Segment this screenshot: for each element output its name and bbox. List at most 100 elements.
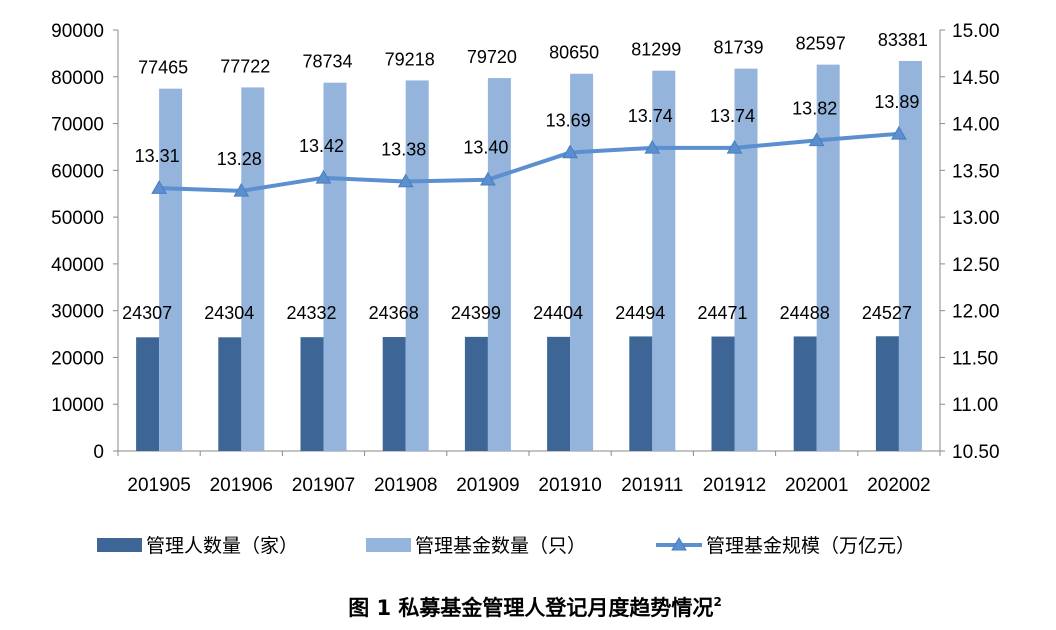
bar-managers	[875, 336, 899, 451]
bar-funds-label: 80650	[549, 43, 599, 63]
bar-managers	[711, 336, 735, 451]
scale-marker	[151, 180, 167, 194]
legend-swatch-scale-marker	[671, 537, 687, 551]
scale-marker	[891, 125, 907, 140]
bar-funds-label: 81739	[713, 38, 763, 58]
right-tick-label: 13.50	[952, 161, 1000, 182]
legend-label-scale: 管理基金规模（万亿元）	[706, 535, 915, 557]
scale-marker	[315, 169, 332, 184]
x-tick-label: 201905	[127, 475, 190, 496]
bar-managers	[464, 336, 488, 451]
left-tick-label: 80000	[51, 68, 104, 89]
x-tick-label: 201911	[621, 475, 683, 496]
bar-managers	[547, 336, 571, 451]
right-tick-label: 14.00	[952, 115, 1000, 136]
legend-swatch-funds	[366, 538, 411, 552]
scale-line	[159, 131, 900, 193]
bar-funds-label: 83381	[878, 30, 928, 50]
scale-marker	[562, 144, 578, 159]
bar-managers	[218, 337, 242, 451]
left-tick-label: 50000	[51, 208, 104, 229]
bar-managers-label: 24368	[369, 303, 419, 323]
left-tick-label: 40000	[51, 255, 104, 276]
legend-label-managers: 管理人数量（家）	[146, 535, 298, 557]
x-tick-label: 202001	[785, 475, 848, 496]
bar-managers	[300, 337, 324, 451]
scale-label: 13.40	[463, 138, 508, 158]
figure-caption: 图 1 私募基金管理人登记月度趋势情况2	[348, 595, 722, 620]
bar-funds	[652, 70, 676, 451]
left-tick-label: 30000	[51, 302, 104, 323]
x-tick-label: 202002	[867, 475, 930, 496]
x-tick-label: 201909	[456, 475, 519, 496]
scale-marker	[808, 132, 825, 147]
data-labels: 24307 77465 24304 77722 24332 78734 24368 79218…	[122, 30, 928, 323]
bar-funds-label: 77465	[138, 58, 188, 78]
right-tick-label: 14.50	[952, 68, 1000, 89]
legend-swatch-managers	[97, 538, 142, 552]
scale-label: 13.69	[546, 111, 591, 131]
legend: 管理人数量（家） 管理基金数量（只） 管理基金规模（万亿元）	[97, 535, 915, 557]
bar-funds-label: 81299	[631, 40, 681, 60]
right-tick-label: 11.00	[952, 395, 998, 416]
scale-label: 13.74	[628, 106, 673, 126]
x-tick-label: 201906	[210, 475, 273, 496]
left-tick-label: 60000	[51, 161, 104, 182]
bar-funds-label: 79218	[385, 49, 435, 69]
bar-funds-label: 78734	[302, 52, 352, 72]
right-tick-label: 13.00	[952, 208, 1000, 229]
left-tick-label: 20000	[51, 348, 104, 369]
bar-managers	[793, 336, 817, 451]
x-tick-label: 201910	[538, 475, 601, 496]
right-tick-label: 10.50	[952, 442, 1000, 463]
bar-funds	[323, 82, 347, 452]
bar-managers-label: 24527	[862, 303, 912, 323]
bar-managers	[136, 337, 160, 451]
left-tick-label: 70000	[51, 115, 104, 136]
scale-label: 13.31	[135, 146, 180, 166]
x-tick-label: 201907	[292, 475, 355, 496]
bars	[136, 60, 922, 452]
bar-managers	[629, 336, 653, 451]
scale-line-series	[151, 125, 907, 197]
bar-funds	[816, 64, 840, 452]
x-tick-label: 201912	[703, 475, 766, 496]
figure-caption-text: 图 1 私募基金管理人登记月度趋势情况	[348, 596, 713, 620]
legend-label-funds: 管理基金数量（只）	[415, 535, 586, 557]
bar-managers-label: 24494	[615, 303, 665, 323]
tick-labels: 0 10000 20000 30000 40000 50000 60000 70000 8000…	[51, 21, 999, 496]
scale-marker	[480, 171, 496, 186]
scale-label: 13.28	[217, 149, 262, 169]
scale-label: 13.89	[874, 92, 919, 112]
bar-managers-label: 24304	[204, 303, 254, 323]
right-tick-label: 15.00	[952, 21, 1000, 42]
bar-funds	[570, 73, 594, 452]
footnote-marker: 2	[713, 595, 721, 609]
bar-funds	[241, 87, 265, 452]
left-tick-label: 10000	[51, 395, 104, 416]
bar-managers-label: 24307	[122, 303, 172, 323]
right-tick-label: 12.00	[952, 302, 1000, 323]
right-tick-label: 12.50	[952, 255, 1000, 276]
bar-managers-label: 24488	[780, 303, 830, 323]
scale-label: 13.42	[299, 136, 344, 156]
scale-label: 13.74	[710, 106, 755, 126]
scale-marker	[644, 139, 661, 154]
bar-funds	[405, 80, 429, 452]
bar-managers-label: 24404	[533, 303, 583, 323]
right-tick-label: 11.50	[952, 348, 998, 369]
bar-managers	[382, 337, 406, 451]
bar-managers-label: 24332	[286, 303, 336, 323]
bar-funds	[734, 68, 758, 451]
bar-funds	[159, 88, 183, 451]
bar-managers-label: 24399	[451, 303, 501, 323]
scale-label: 13.82	[792, 98, 837, 118]
bar-funds	[898, 60, 922, 451]
scale-label: 13.38	[381, 140, 426, 160]
bar-funds-label: 77722	[220, 56, 270, 76]
bar-managers-label: 24471	[697, 303, 747, 323]
scale-marker	[726, 139, 743, 154]
bar-funds	[487, 78, 511, 451]
left-tick-label: 0	[93, 442, 104, 463]
